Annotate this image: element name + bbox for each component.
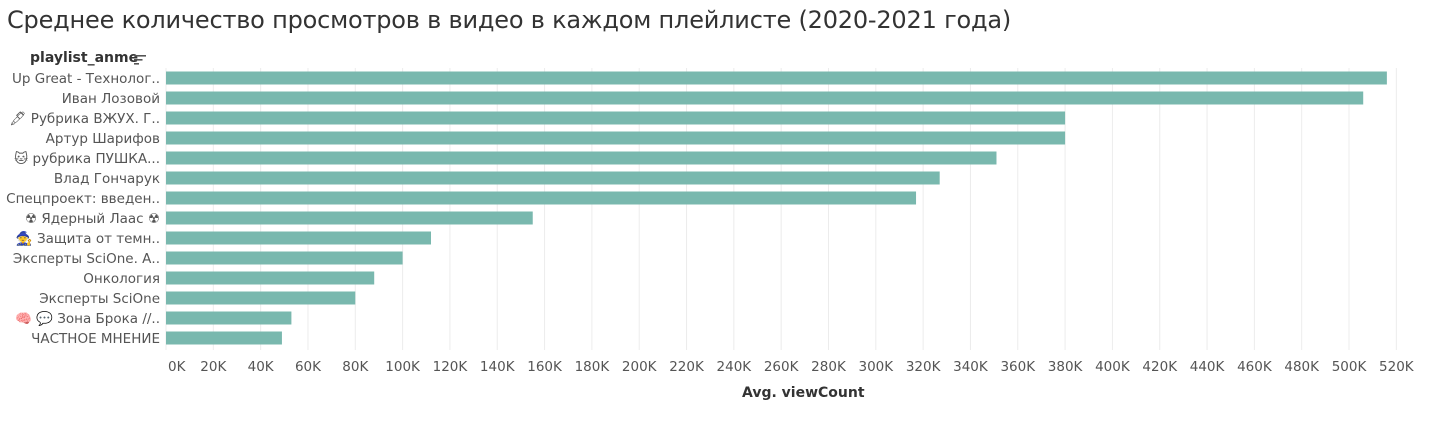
x-tick-label: 420K bbox=[1142, 359, 1178, 375]
x-tick-label: 500K bbox=[1332, 359, 1368, 375]
x-axis-title: Avg. viewCount bbox=[742, 385, 865, 401]
bar[interactable] bbox=[166, 171, 940, 185]
x-tick-label: 120K bbox=[433, 359, 469, 375]
bar[interactable] bbox=[166, 291, 356, 305]
x-tick-label: 160K bbox=[527, 359, 563, 375]
category-label[interactable]: Спецпроект: введен.. bbox=[6, 191, 160, 207]
x-tick-label: 360K bbox=[1000, 359, 1036, 375]
bar[interactable] bbox=[166, 151, 997, 165]
bar[interactable] bbox=[166, 131, 1066, 145]
bar[interactable] bbox=[166, 331, 282, 345]
x-tick-label: 80K bbox=[342, 359, 369, 375]
category-label[interactable]: Влад Гончарук bbox=[54, 171, 160, 187]
x-tick-label: 220K bbox=[669, 359, 705, 375]
x-tick-label: 100K bbox=[385, 359, 421, 375]
x-tick-label: 400K bbox=[1095, 359, 1131, 375]
x-tick-label: 300K bbox=[858, 359, 894, 375]
x-tick-label: 180K bbox=[575, 359, 611, 375]
x-tick-label: 380K bbox=[1048, 359, 1084, 375]
x-tick-label: 440K bbox=[1190, 359, 1226, 375]
sort-descending-icon[interactable] bbox=[134, 55, 146, 65]
category-label[interactable]: 🖋 Рубрика ВЖУХ. Г.. bbox=[9, 111, 160, 127]
x-tick-label: 60K bbox=[295, 359, 322, 375]
category-label[interactable]: 🧙 Защита от темн.. bbox=[16, 230, 160, 247]
category-label[interactable]: 🐱 рубрика ПУШКА... bbox=[14, 151, 160, 167]
x-tick-label: 240K bbox=[717, 359, 753, 375]
bar[interactable] bbox=[166, 251, 403, 265]
category-label[interactable]: Эксперты SciOne bbox=[39, 291, 160, 307]
category-label[interactable]: Онкология bbox=[83, 271, 160, 287]
category-label[interactable]: Артур Шарифов bbox=[46, 131, 160, 147]
x-tick-label: 140K bbox=[480, 359, 516, 375]
x-tick-label: 320K bbox=[906, 359, 942, 375]
category-label[interactable]: Up Great - Технолог.. bbox=[12, 71, 160, 87]
bar[interactable] bbox=[166, 191, 917, 205]
field-header[interactable]: playlist_anme bbox=[30, 50, 139, 66]
x-tick-label: 260K bbox=[764, 359, 800, 375]
x-tick-label: 480K bbox=[1284, 359, 1320, 375]
bar[interactable] bbox=[166, 71, 1387, 85]
category-label[interactable]: 🧠 💬 Зона Брока //.. bbox=[15, 310, 160, 327]
x-tick-label: 520K bbox=[1379, 359, 1415, 375]
x-tick-label: 20K bbox=[200, 359, 227, 375]
category-label[interactable]: Иван Лозовой bbox=[62, 91, 160, 107]
bar[interactable] bbox=[166, 211, 533, 225]
x-tick-label: 280K bbox=[811, 359, 847, 375]
category-label[interactable]: ☢ Ядерный Лаас ☢ bbox=[25, 211, 160, 227]
category-label[interactable]: Эксперты SciOne. А.. bbox=[13, 251, 160, 267]
bar[interactable] bbox=[166, 91, 1364, 105]
x-tick-label: 200K bbox=[622, 359, 658, 375]
category-label[interactable]: ЧАСТНОЕ МНЕНИЕ bbox=[31, 331, 160, 347]
bar[interactable] bbox=[166, 111, 1066, 125]
x-tick-label: 40K bbox=[248, 359, 275, 375]
chart-title: Среднее количество просмотров в видео в … bbox=[7, 6, 1012, 34]
x-tick-label: 340K bbox=[953, 359, 989, 375]
bar[interactable] bbox=[166, 231, 431, 245]
bar[interactable] bbox=[166, 311, 292, 325]
x-tick-label: 460K bbox=[1237, 359, 1273, 375]
x-tick-label: 0K bbox=[168, 359, 187, 375]
bar[interactable] bbox=[166, 271, 375, 285]
